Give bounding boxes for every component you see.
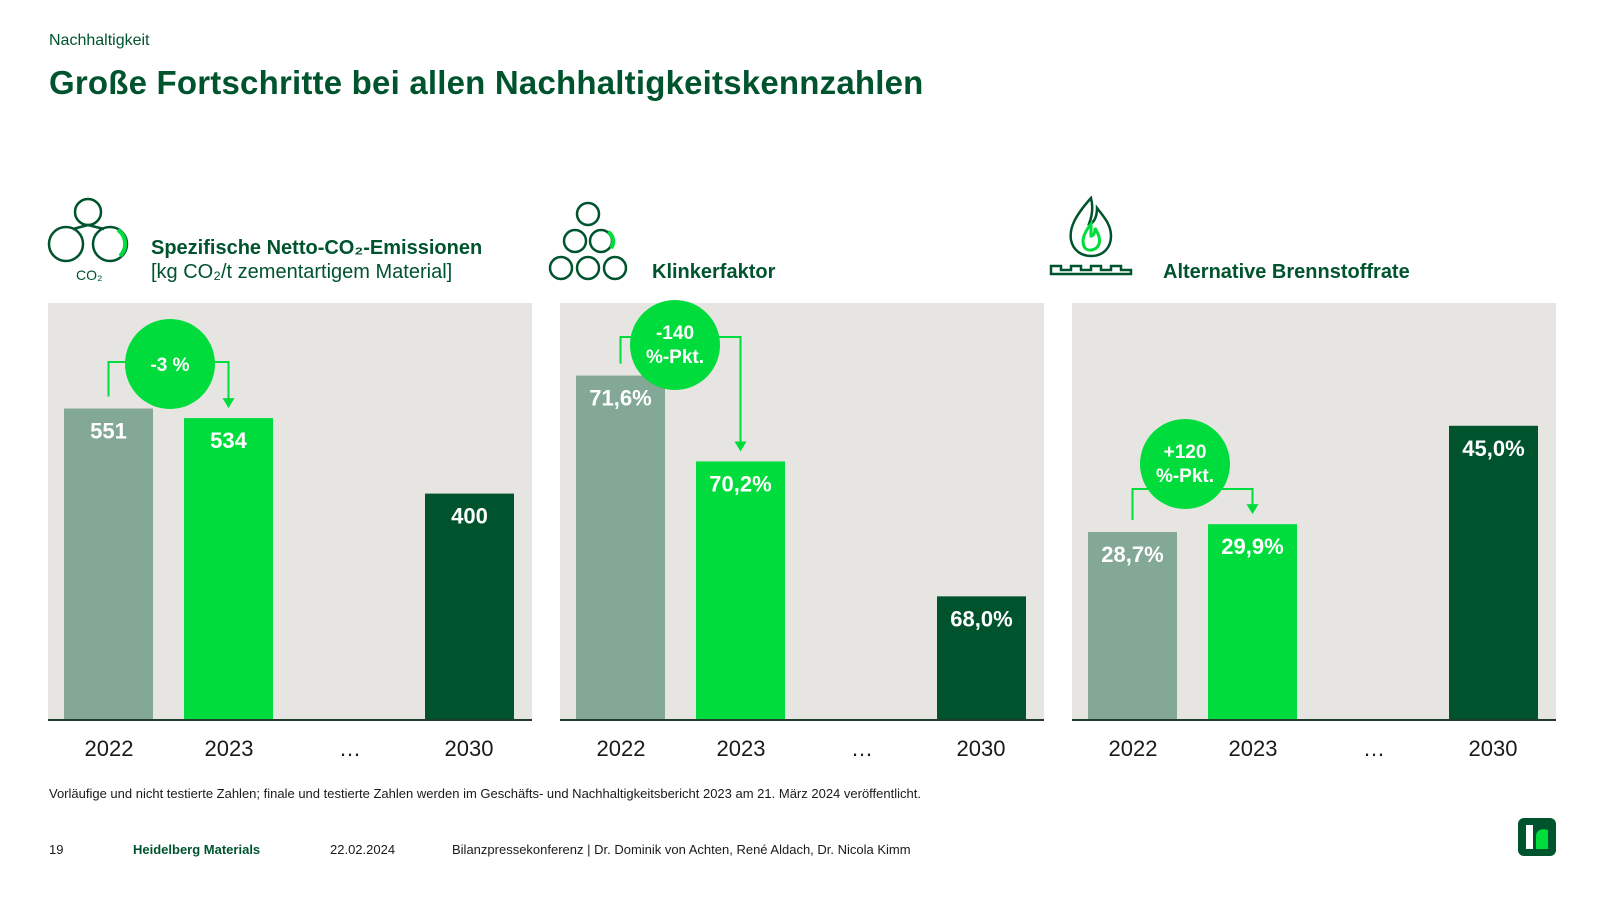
tick-label-0-0: 2022 — [85, 736, 134, 761]
bar-label-0-1: 534 — [210, 428, 247, 453]
panel-subtitle-co2: [kg CO₂/t zementartigem Material] — [151, 261, 453, 283]
bar-0-1 — [184, 418, 273, 719]
clinker-balls-icon — [548, 201, 628, 281]
baseline-klinkerfaktor — [560, 719, 1044, 721]
panel-title-co2: Spezifische Netto-CO₂-Emissionen [kg CO₂… — [151, 236, 482, 284]
bar-label-1-0: 71,6% — [589, 386, 651, 411]
tick-label-1-0: 2022 — [597, 736, 646, 761]
change-badge-text-0-0: -3 % — [150, 355, 189, 376]
bar-0-3 — [425, 493, 514, 719]
bar-1-1 — [696, 461, 785, 719]
co2-icon-caption: CO₂ — [76, 267, 102, 283]
bar-0-0 — [64, 408, 153, 719]
tick-label-2-0: 2022 — [1109, 736, 1158, 761]
tick-label-0-2: … — [339, 736, 361, 761]
baseline-co2 — [48, 719, 532, 721]
tick-label-2-1: 2023 — [1229, 736, 1278, 761]
change-badge-text-1-0: -140 — [656, 323, 694, 344]
change-arrowhead-2 — [1246, 504, 1259, 515]
change-badge-text-2-0: +120 — [1164, 442, 1207, 463]
change-badge-text-1-1: %-Pkt. — [646, 347, 704, 368]
change-arrowhead-0 — [222, 398, 235, 409]
panel-title-brennstoffrate: Alternative Brennstoffrate — [1163, 261, 1410, 283]
footnote: Vorläufige und nicht testierte Zahlen; f… — [49, 786, 921, 801]
bar-label-1-1: 70,2% — [709, 471, 771, 496]
change-arrowhead-1 — [734, 441, 747, 452]
bar-label-0-0: 551 — [90, 419, 127, 444]
bar-charts: 551 2022 534 2023 … 400 2030 -3 % 71,6% 2022 70,2%… — [64, 300, 1538, 761]
change-badge-1 — [630, 300, 720, 390]
tick-label-0-3: 2030 — [445, 736, 494, 761]
panel-title-klinkerfaktor: Klinkerfaktor — [652, 261, 776, 283]
bar-label-2-3: 45,0% — [1462, 436, 1524, 461]
tick-label-1-2: … — [851, 736, 873, 761]
flame-kiln-icon — [1049, 195, 1133, 276]
tick-label-2-3: 2030 — [1469, 736, 1518, 761]
bar-1-3 — [937, 596, 1026, 719]
section-label: Nachhaltigkeit — [49, 32, 150, 49]
panel-title-co2-text: Spezifische Netto-CO₂-Emissionen — [151, 237, 483, 259]
tick-label-0-1: 2023 — [205, 736, 254, 761]
bar-2-0 — [1088, 532, 1177, 719]
tick-label-2-2: … — [1363, 736, 1385, 761]
bar-1-0 — [576, 375, 665, 719]
baseline-brennstoffrate — [1072, 719, 1556, 721]
bar-2-3 — [1449, 425, 1538, 719]
footer-date: 22.02.2024 — [330, 842, 396, 857]
co2-molecule-icon: CO₂ — [47, 197, 129, 283]
bar-label-2-0: 28,7% — [1101, 542, 1163, 567]
tick-label-1-1: 2023 — [717, 736, 766, 761]
heidelberg-logo-icon — [1518, 818, 1556, 856]
page-title: Große Fortschritte bei allen Nachhaltigk… — [49, 64, 924, 101]
bar-label-2-1: 29,9% — [1221, 534, 1283, 559]
change-badge-2 — [1140, 419, 1230, 509]
tick-label-1-3: 2030 — [957, 736, 1006, 761]
bar-label-0-3: 400 — [451, 504, 488, 529]
change-badge-0 — [125, 319, 215, 409]
bar-label-1-3: 68,0% — [950, 606, 1012, 631]
footer-brand: Heidelberg Materials — [133, 842, 261, 857]
footer-event: Bilanzpressekonferenz | Dr. Dominik von … — [452, 842, 911, 857]
bar-2-1 — [1208, 524, 1297, 719]
page-number: 19 — [49, 842, 64, 857]
change-badge-text-2-1: %-Pkt. — [1156, 466, 1214, 487]
